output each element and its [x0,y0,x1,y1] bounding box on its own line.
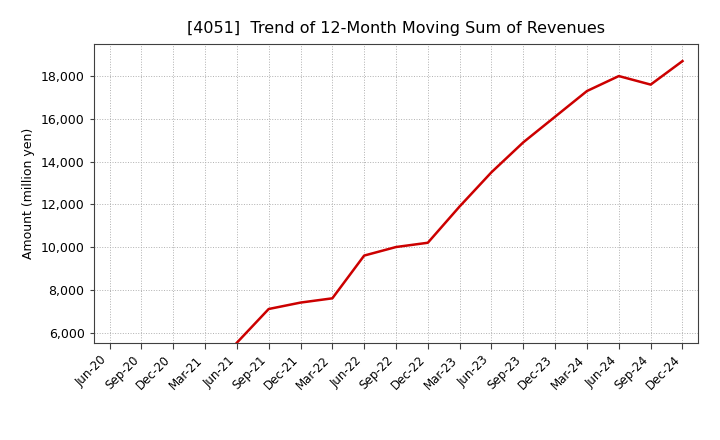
Y-axis label: Amount (million yen): Amount (million yen) [22,128,35,259]
Title: [4051]  Trend of 12-Month Moving Sum of Revenues: [4051] Trend of 12-Month Moving Sum of R… [187,21,605,36]
